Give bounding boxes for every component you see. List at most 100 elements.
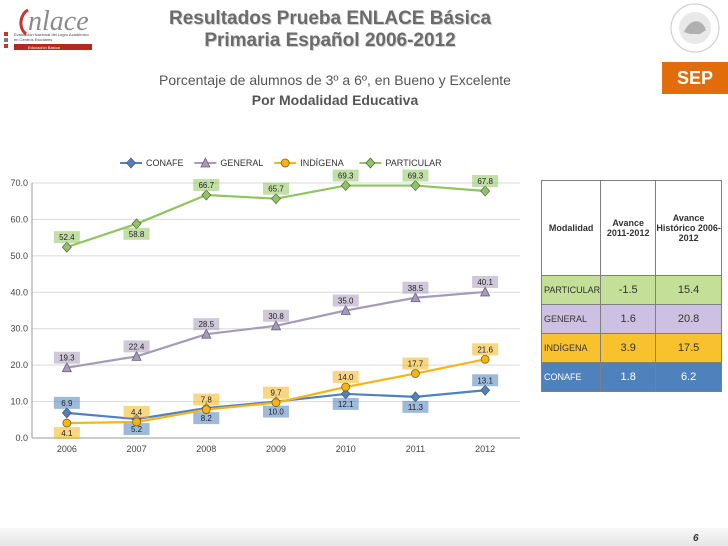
sep-logo: SEP bbox=[662, 0, 728, 94]
data-label: 30.8 bbox=[268, 312, 284, 321]
data-label-bg bbox=[472, 343, 499, 356]
y-tick-label: 30.0 bbox=[10, 324, 28, 334]
data-label: 58.8 bbox=[129, 230, 145, 239]
table-cell-modalidad: PARTICULAR bbox=[540, 275, 602, 305]
x-tick-label: 2007 bbox=[127, 444, 147, 454]
y-tick-label: 0.0 bbox=[15, 433, 28, 443]
table-row: INDÍGENA 3.9 17.5 bbox=[540, 333, 722, 363]
data-label: 35.0 bbox=[338, 297, 354, 306]
x-tick-label: 2010 bbox=[336, 444, 356, 454]
data-label-bg bbox=[193, 179, 220, 192]
logo-sub1: Evaluación Nacional del Logro Académico bbox=[14, 32, 89, 37]
table-cell-avance: 3.9 bbox=[600, 333, 657, 363]
data-label: 22.4 bbox=[129, 342, 145, 351]
legend-label: GENERAL bbox=[220, 158, 263, 168]
table-cell-avance: 1.6 bbox=[600, 304, 657, 334]
x-tick-label: 2012 bbox=[475, 444, 495, 454]
data-label: 9.7 bbox=[270, 389, 282, 398]
data-label: 19.3 bbox=[59, 354, 75, 363]
data-label-bg bbox=[123, 423, 150, 436]
data-point bbox=[201, 405, 211, 414]
data-label-bg bbox=[402, 357, 429, 370]
chart-subtitle: Porcentaje de alumnos de 3º a 6º, en Bue… bbox=[159, 72, 511, 88]
data-label-bg bbox=[123, 405, 150, 418]
data-label: 28.5 bbox=[198, 320, 214, 329]
data-label-bg bbox=[472, 275, 499, 288]
data-label: 12.1 bbox=[338, 400, 354, 409]
data-point bbox=[410, 391, 421, 403]
x-tick-label: 2009 bbox=[266, 444, 286, 454]
data-point bbox=[480, 384, 491, 396]
data-point bbox=[280, 158, 290, 168]
data-label-bg bbox=[402, 400, 429, 413]
data-label: 65.7 bbox=[268, 185, 284, 194]
data-label-bg bbox=[332, 169, 359, 182]
sep-label: SEP bbox=[677, 68, 713, 88]
data-point bbox=[365, 157, 376, 169]
data-label: 13.1 bbox=[477, 376, 493, 385]
data-label-bg bbox=[263, 386, 289, 399]
data-label: 11.3 bbox=[408, 403, 424, 412]
title-line-1: Resultados Prueba ENLACE Básica bbox=[168, 8, 492, 29]
legend-label: INDÍGENA bbox=[300, 158, 344, 168]
data-point bbox=[131, 350, 142, 361]
table-cell-avance: -1.5 bbox=[600, 275, 657, 305]
data-label: 4.4 bbox=[131, 408, 143, 417]
data-label-bg bbox=[263, 182, 289, 195]
data-label-bg bbox=[53, 351, 80, 364]
table-cell-historico: 17.5 bbox=[655, 333, 722, 363]
data-label-bg bbox=[193, 318, 220, 331]
data-point bbox=[340, 304, 351, 315]
data-point bbox=[340, 180, 351, 191]
data-label-bg bbox=[53, 427, 80, 440]
data-point bbox=[270, 319, 282, 331]
data-label: 38.5 bbox=[408, 284, 424, 293]
logo-word: nlace bbox=[28, 6, 89, 37]
table-row: GENERAL 1.6 20.8 bbox=[540, 304, 722, 334]
y-tick-label: 40.0 bbox=[10, 287, 28, 297]
table-cell-modalidad: GENERAL bbox=[540, 304, 602, 334]
legend-label: PARTICULAR bbox=[385, 158, 442, 168]
footer-band bbox=[0, 528, 728, 546]
data-label: 6.9 bbox=[61, 399, 73, 408]
table-cell-modalidad: INDÍGENA bbox=[540, 333, 602, 363]
table-header-avance: Avance 2011-2012 bbox=[600, 180, 657, 276]
data-point bbox=[341, 382, 351, 392]
data-point bbox=[410, 291, 421, 303]
table-cell-avance: 1.8 bbox=[600, 362, 657, 392]
table-header-historico: Avance Histórico 2006-2012 bbox=[655, 180, 722, 276]
data-label-bg bbox=[123, 340, 150, 353]
data-point bbox=[271, 398, 281, 408]
data-label-bg bbox=[263, 405, 289, 418]
data-point bbox=[61, 407, 72, 419]
data-label-bg bbox=[402, 281, 429, 294]
data-point bbox=[126, 157, 136, 169]
data-point bbox=[61, 361, 73, 373]
enlace-logo: nlace Evaluación Nacional del Logro Acad… bbox=[0, 0, 108, 58]
data-label-bg bbox=[332, 371, 359, 383]
data-point bbox=[201, 189, 212, 201]
data-label-bg bbox=[193, 393, 220, 406]
data-label: 5.2 bbox=[131, 425, 143, 434]
data-label: 4.1 bbox=[61, 429, 73, 438]
data-label: 69.3 bbox=[408, 172, 424, 181]
data-point bbox=[411, 369, 420, 378]
table-row: PARTICULAR -1.5 15.4 bbox=[540, 275, 722, 305]
data-point bbox=[271, 193, 281, 205]
data-label-bg bbox=[53, 231, 80, 244]
data-point bbox=[132, 417, 141, 427]
legend-label: CONAFE bbox=[146, 158, 184, 168]
avance-table: Modalidad Avance 2011-2012 Avance Histór… bbox=[540, 180, 722, 392]
x-tick-label: 2008 bbox=[196, 444, 216, 454]
data-label: 40.1 bbox=[477, 278, 493, 287]
data-point bbox=[479, 286, 491, 297]
slide-title: Resultados Prueba ENLACE Básica Primaria… bbox=[140, 8, 520, 52]
data-label-bg bbox=[193, 412, 220, 425]
table-cell-historico: 6.2 bbox=[655, 362, 722, 392]
data-label-bg bbox=[123, 227, 150, 240]
data-label: 21.6 bbox=[477, 345, 493, 354]
data-point bbox=[480, 354, 490, 364]
data-point bbox=[410, 180, 421, 191]
table-cell-modalidad: CONAFE bbox=[540, 362, 602, 392]
data-point bbox=[200, 157, 211, 168]
